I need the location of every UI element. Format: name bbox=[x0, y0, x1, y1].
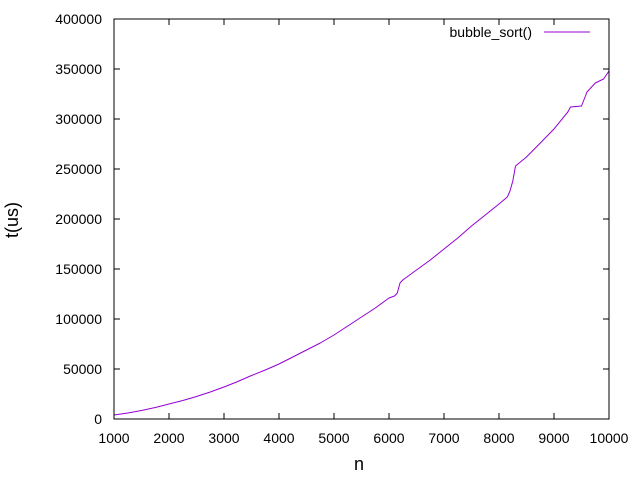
x-tick-label: 5000 bbox=[318, 430, 349, 446]
x-tick-label: 3000 bbox=[208, 430, 239, 446]
y-tick-label: 250000 bbox=[55, 161, 102, 177]
x-tick-label: 1000 bbox=[98, 430, 129, 446]
x-tick-label: 8000 bbox=[483, 430, 514, 446]
x-tick-label: 10000 bbox=[590, 430, 629, 446]
x-tick-label: 7000 bbox=[428, 430, 459, 446]
plot-frame bbox=[113, 18, 610, 420]
y-tick-label: 300000 bbox=[55, 111, 102, 127]
x-axis-ticks: 1000 2000 3000 4000 5000 6000 7000 8000 9000 1000… bbox=[98, 19, 629, 446]
legend: bubble_sort() bbox=[450, 24, 590, 40]
y-tick-label: 400000 bbox=[55, 11, 102, 27]
y-tick-label: 150000 bbox=[55, 261, 102, 277]
legend-label: bubble_sort() bbox=[450, 24, 533, 40]
y-tick-label: 100000 bbox=[55, 311, 102, 327]
y-tick-label: 200000 bbox=[55, 211, 102, 227]
y-axis-ticks: 0 50000 100000 150000 200000 250000 300000 3500… bbox=[55, 11, 609, 427]
y-tick-label: 50000 bbox=[63, 361, 102, 377]
series-layer bbox=[113, 70, 610, 416]
x-tick-label: 2000 bbox=[153, 430, 184, 446]
x-tick-label: 6000 bbox=[373, 430, 404, 446]
y-axis-label: t(us) bbox=[2, 202, 22, 238]
y-tick-label: 0 bbox=[94, 411, 102, 427]
y-tick-label: 350000 bbox=[55, 61, 102, 77]
x-tick-label: 9000 bbox=[538, 430, 569, 446]
x-tick-label: 4000 bbox=[263, 430, 294, 446]
series-line-bubble-sort bbox=[113, 70, 610, 416]
x-axis-label: n bbox=[354, 454, 364, 474]
